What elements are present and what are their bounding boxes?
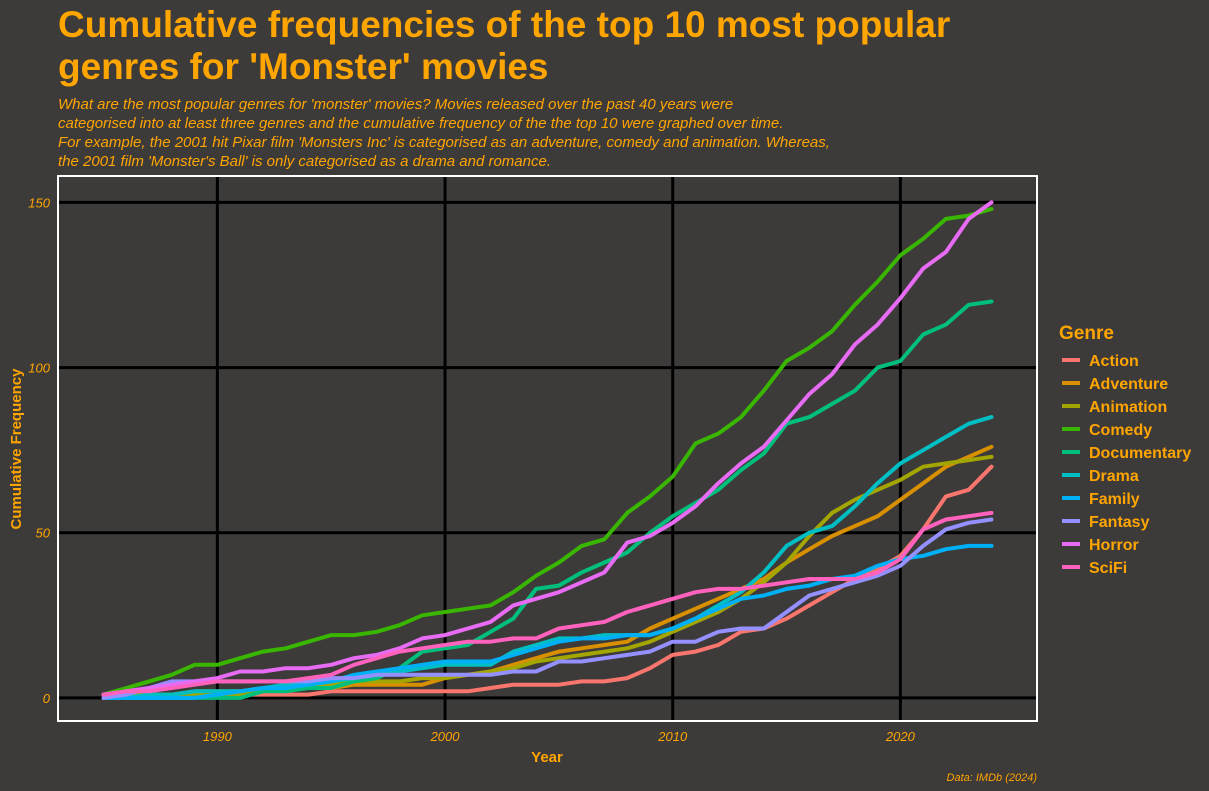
- y-tick-label: 150: [28, 195, 50, 210]
- grid-lines: [58, 176, 1037, 721]
- legend-label-horror: Horror: [1089, 537, 1139, 554]
- x-tick-label: 1990: [203, 729, 233, 744]
- y-tick-label: 100: [28, 361, 50, 376]
- legend-title: Genre: [1059, 323, 1114, 344]
- y-tick-labels: 0 50 100 150: [28, 195, 50, 705]
- legend-label-drama: Drama: [1089, 468, 1139, 485]
- subtitle-line-1: What are the most popular genres for 'mo…: [58, 96, 734, 113]
- legend-label-adventure: Adventure: [1089, 376, 1168, 393]
- series-line-documentary: [101, 299, 994, 700]
- legend-label-fantasy: Fantasy: [1089, 514, 1150, 531]
- subtitle-line-3: For example, the 2001 hit Pixar film 'Mo…: [58, 134, 830, 151]
- x-tick-label: 2010: [657, 729, 688, 744]
- legend-label-comedy: Comedy: [1089, 422, 1152, 439]
- x-tick-labels: 1990 2000 2010 2020: [203, 729, 916, 744]
- x-tick-label: 2020: [885, 729, 916, 744]
- series-line-horror: [101, 200, 994, 697]
- data-source-caption: Data: IMDb (2024): [947, 772, 1038, 784]
- x-axis-title: Year: [531, 749, 563, 766]
- chart-title-line-2: genres for 'Monster' movies: [58, 46, 549, 87]
- panel-border: [57, 175, 1038, 722]
- y-axis-title: Cumulative Frequency: [8, 368, 25, 530]
- series-lines: [101, 200, 994, 700]
- series-line-scifi: [101, 510, 994, 697]
- y-tick-label: 50: [36, 526, 51, 541]
- legend-label-scifi: SciFi: [1089, 560, 1127, 577]
- subtitle-line-4: the 2001 film 'Monster's Ball' is only c…: [58, 153, 552, 170]
- series-line-comedy: [101, 207, 994, 697]
- chart-subtitle: What are the most popular genres for 'mo…: [58, 95, 1058, 171]
- x-tick-label: 2000: [430, 729, 461, 744]
- legend-label-family: Family: [1089, 491, 1140, 508]
- legend-label-documentary: Documentary: [1089, 445, 1191, 462]
- legend-label-action: Action: [1089, 353, 1139, 370]
- chart-title: Cumulative frequencies of the top 10 mos…: [58, 4, 1158, 88]
- legend-items: Action Adventure Animation Comedy Documentar…: [1062, 353, 1191, 577]
- legend-label-animation: Animation: [1089, 399, 1167, 416]
- y-tick-label: 0: [43, 691, 51, 706]
- legend: Genre Action Adventure Animation Comedy Docu…: [1059, 323, 1191, 577]
- chart-title-line-1: Cumulative frequencies of the top 10 mos…: [58, 4, 951, 45]
- subtitle-line-2: categorised into at least three genres a…: [58, 115, 784, 132]
